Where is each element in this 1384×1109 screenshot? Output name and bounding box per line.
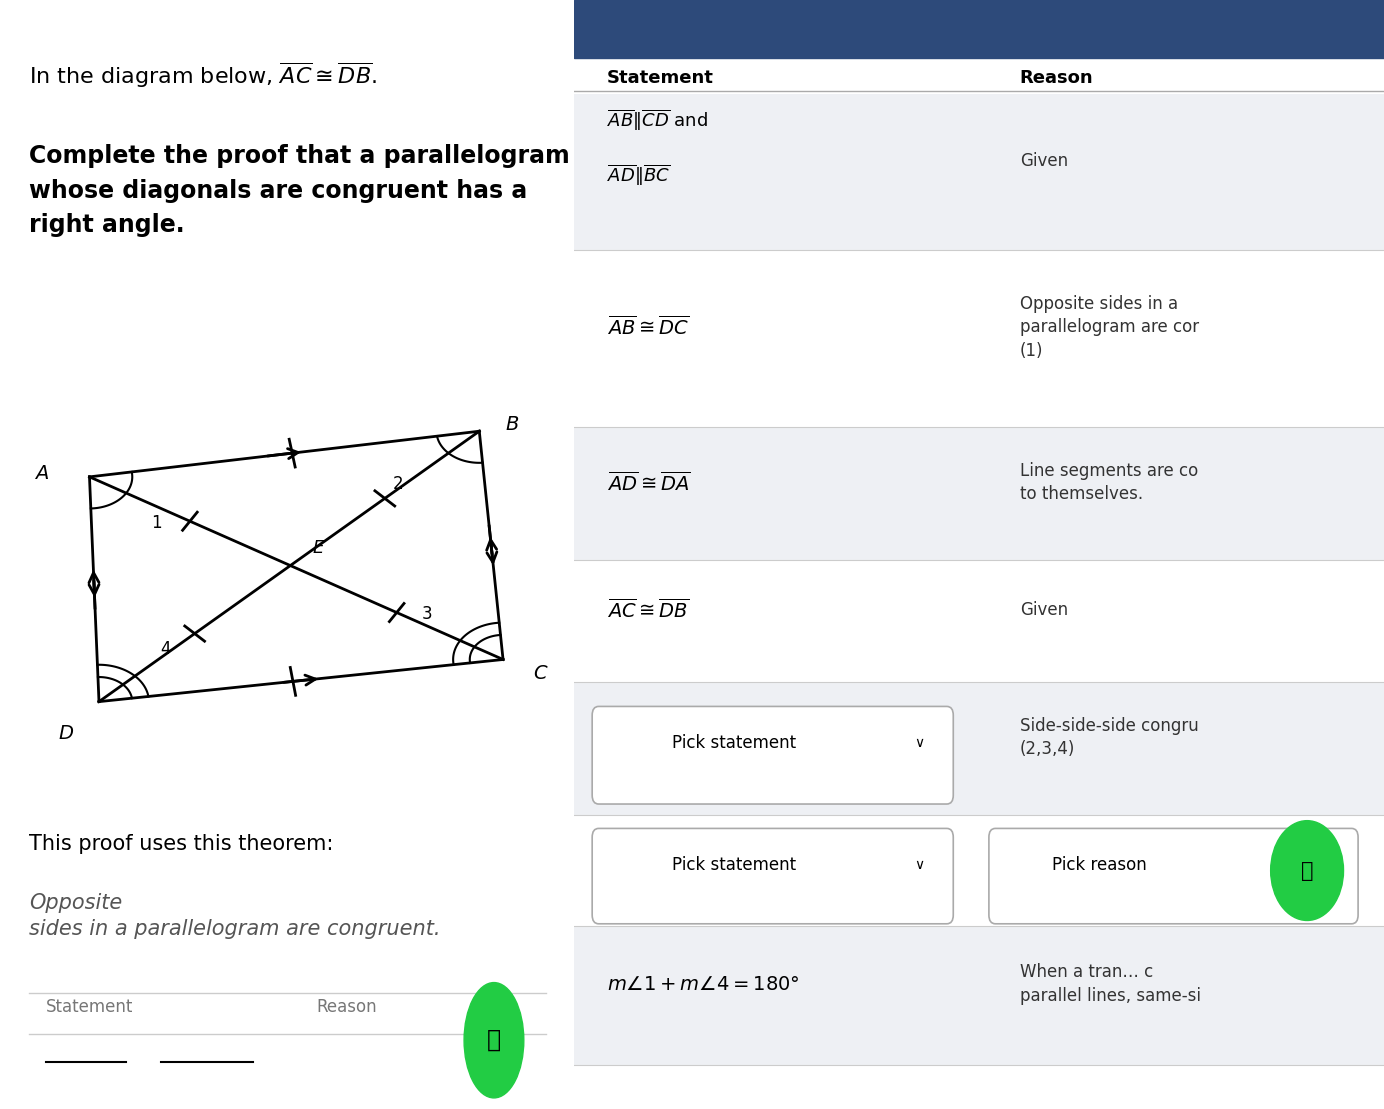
Text: $m\angle 1 + m\angle 4 = 180°$: $m\angle 1 + m\angle 4 = 180°$ [606,975,800,994]
Bar [574,926,1384,1065]
Bar [574,815,1384,926]
FancyBboxPatch shape [990,828,1358,924]
FancyBboxPatch shape [592,706,954,804]
Bar [574,427,1384,560]
Text: ∨: ∨ [915,736,925,750]
Text: ∨: ∨ [1304,858,1313,872]
Text: When a tran… c
parallel lines, same-si: When a tran… c parallel lines, same-si [1020,964,1201,1005]
Text: 2: 2 [393,475,404,492]
Text: $C$: $C$ [533,664,549,683]
Text: 💡: 💡 [487,1028,501,1052]
Text: In the diagram below, $\overline{AC} \cong \overline{DB}.$: In the diagram below, $\overline{AC} \co… [29,61,376,91]
Text: $\overline{AB} \| \overline{CD}$ and: $\overline{AB} \| \overline{CD}$ and [606,108,707,133]
Bar [574,250,1384,427]
Text: $\overline{AD} \cong \overline{DA}$: $\overline{AD} \cong \overline{DA}$ [606,470,691,495]
Text: $\overline{AD} \| \overline{BC}$: $\overline{AD} \| \overline{BC}$ [606,163,670,189]
Text: $B$: $B$ [505,415,519,434]
Text: $\overline{AB} \cong \overline{DC}$: $\overline{AB} \cong \overline{DC}$ [606,315,689,339]
Text: Statement: Statement [606,69,714,87]
Bar [574,560,1384,682]
Text: Given: Given [1020,152,1068,170]
Text: $A$: $A$ [35,464,50,482]
Circle shape [464,983,523,1098]
Text: Complete the proof that a parallelogram
whose diagonals are congruent has a
righ: Complete the proof that a parallelogram … [29,144,569,237]
Text: Side-side-side congru
(2,3,4): Side-side-side congru (2,3,4) [1020,716,1199,759]
Bar [574,0,1384,58]
Text: Reason: Reason [316,998,376,1016]
Text: Pick statement: Pick statement [671,856,796,874]
Text: Opposite
sides in a parallelogram are congruent.: Opposite sides in a parallelogram are co… [29,893,440,939]
Text: This proof uses this theorem:: This proof uses this theorem: [29,834,339,854]
Text: Opposite sides in a
parallelogram are cor
(1): Opposite sides in a parallelogram are co… [1020,295,1199,359]
Bar [574,682,1384,815]
FancyBboxPatch shape [592,828,954,924]
Text: Pick statement: Pick statement [671,734,796,752]
Text: 💡: 💡 [1301,861,1313,881]
Text: Given: Given [1020,601,1068,619]
Text: 3: 3 [422,604,432,623]
Text: ∨: ∨ [915,858,925,872]
Text: $\overline{AC} \cong \overline{DB}$: $\overline{AC} \cong \overline{DB}$ [606,598,689,622]
Text: $E$: $E$ [313,539,325,557]
Bar [574,94,1384,250]
Text: Line segments are co
to themselves.: Line segments are co to themselves. [1020,461,1199,503]
Text: $D$: $D$ [58,724,73,743]
Circle shape [1271,821,1344,920]
Text: Reason: Reason [1020,69,1093,87]
Text: Statement: Statement [46,998,133,1016]
Text: Pick reason: Pick reason [1052,856,1147,874]
Text: 1: 1 [151,513,162,531]
Text: 4: 4 [161,640,170,658]
